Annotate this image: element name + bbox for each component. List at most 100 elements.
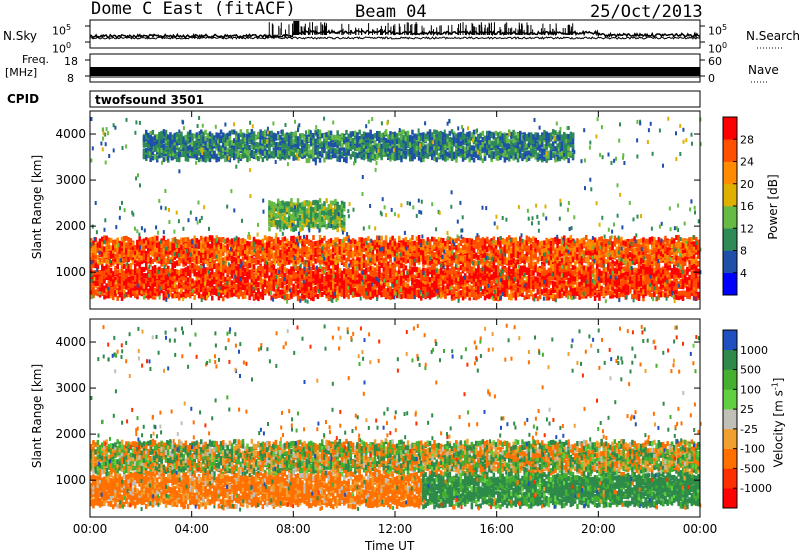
freq-band — [90, 67, 700, 76]
power-cell — [358, 244, 361, 249]
power-cell — [383, 241, 386, 246]
power-cell — [361, 253, 364, 258]
power-cell — [570, 257, 573, 262]
power-cell — [110, 238, 113, 243]
power-cell — [103, 235, 106, 240]
power-cell — [156, 283, 159, 288]
power-cell — [616, 259, 619, 264]
power-cell — [537, 240, 540, 245]
power-cell — [297, 266, 300, 271]
power-cell — [163, 255, 166, 260]
power-cell — [620, 237, 623, 242]
power-cell — [134, 264, 137, 269]
power-cell — [539, 256, 542, 261]
power-cell — [310, 285, 313, 290]
power-cell — [268, 283, 271, 288]
power-cell — [207, 261, 210, 266]
power-cell — [185, 267, 188, 272]
power-cell — [532, 262, 535, 267]
power-cell — [409, 276, 412, 281]
power-cell — [143, 239, 146, 244]
power-cell — [279, 278, 282, 283]
power-cell — [600, 236, 603, 241]
power-cell — [268, 267, 271, 272]
power-cell — [108, 265, 111, 270]
power-cell — [259, 240, 262, 245]
power-cell — [244, 290, 247, 295]
power-cell — [363, 255, 366, 260]
power-cell — [262, 266, 265, 271]
power-cell — [682, 253, 685, 258]
power-cell — [330, 249, 333, 254]
power-cell — [295, 286, 298, 291]
power-cell — [367, 267, 370, 272]
power-cell — [297, 296, 300, 301]
power-cell — [121, 241, 124, 246]
power-cell — [534, 238, 537, 243]
power-cell — [328, 265, 331, 270]
power-cell — [438, 241, 441, 246]
power-cell — [310, 255, 313, 260]
power-cell — [308, 239, 311, 244]
power-cell — [253, 294, 256, 299]
power-cell — [310, 250, 313, 255]
power-cell — [202, 244, 205, 249]
power-cell — [405, 283, 408, 288]
power-cell — [108, 270, 111, 275]
power-cell — [418, 257, 421, 262]
power-cell — [101, 291, 104, 296]
power-cell — [411, 247, 414, 252]
power-cell — [356, 285, 359, 290]
power-cell — [332, 254, 335, 259]
power-cell — [270, 272, 273, 277]
power-cell — [418, 235, 421, 240]
power-cell — [361, 237, 364, 242]
power-cell — [563, 251, 566, 256]
power-cell — [292, 243, 295, 248]
power-cell — [387, 294, 390, 299]
power-cell — [134, 277, 137, 282]
power-cell — [279, 240, 282, 245]
power-cell — [402, 293, 405, 298]
power-cell — [286, 275, 289, 280]
power-cell — [136, 268, 139, 273]
power-cell — [270, 237, 273, 242]
power-cell — [328, 239, 331, 244]
power-cell — [576, 238, 579, 243]
power-cell — [147, 240, 150, 245]
power-cell — [196, 288, 199, 293]
power-cell — [152, 245, 155, 250]
power-cell — [240, 289, 243, 294]
power-cell — [446, 244, 449, 249]
power-cell — [539, 248, 542, 253]
power-cell — [343, 262, 346, 267]
power-cell — [237, 264, 240, 269]
power-cell — [143, 284, 146, 289]
power-cell — [246, 241, 249, 246]
power-cell — [284, 254, 287, 259]
power-cell — [286, 268, 289, 273]
power-cell — [356, 292, 359, 297]
power-cell — [251, 245, 254, 250]
power-cell — [110, 275, 113, 280]
power-cell — [222, 296, 225, 301]
power-cell — [130, 270, 133, 275]
power-cell — [290, 236, 293, 241]
power-cell — [530, 238, 533, 243]
power-cell — [358, 237, 361, 242]
power-cell — [306, 284, 309, 289]
power-cell — [268, 276, 271, 281]
power-cell — [178, 278, 181, 283]
power-cell — [202, 287, 205, 292]
power-cell — [363, 238, 366, 243]
power-cell — [389, 245, 392, 250]
power-cell — [317, 273, 320, 278]
power-cell — [145, 251, 148, 256]
power-cell — [196, 272, 199, 277]
power-cell — [108, 292, 111, 297]
power-cell — [209, 235, 212, 240]
power-cell — [295, 272, 298, 277]
power-cell — [598, 241, 601, 246]
power-cell — [101, 285, 104, 290]
